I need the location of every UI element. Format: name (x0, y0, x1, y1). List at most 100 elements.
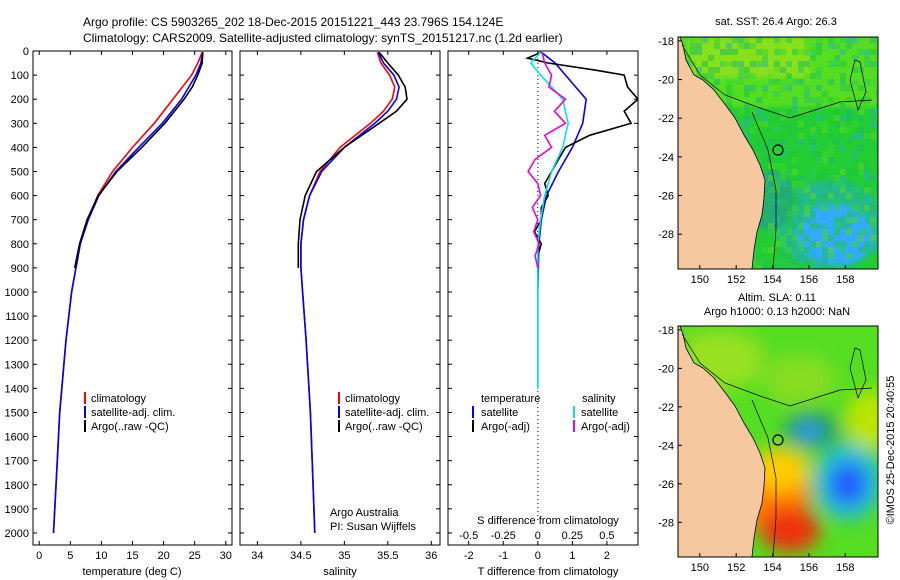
sst-noise-cell (750, 109, 756, 115)
sst-noise-cell (804, 187, 810, 193)
sst-noise-cell (774, 49, 780, 55)
sst-noise-cell (870, 109, 876, 115)
sst-noise-cell (774, 229, 780, 235)
map-y-tick-label: -26 (658, 479, 674, 491)
sst-noise-cell (828, 61, 834, 67)
sst-noise-cell (864, 205, 870, 211)
sst-noise-cell (876, 49, 878, 55)
x-tick-label: 34.5 (290, 550, 311, 562)
y-tick-label: 1600 (5, 432, 29, 444)
sst-noise-cell (750, 43, 756, 49)
sst-noise-cell (858, 163, 864, 169)
sst-noise-cell (876, 241, 878, 247)
sst-noise-cell (798, 109, 804, 115)
difference-xlabel: T difference from climatology (478, 566, 619, 578)
difference-series-line (524, 51, 638, 268)
sst-noise-cell (828, 181, 834, 187)
sst-noise-cell (834, 139, 840, 145)
sst-noise-cell (876, 85, 878, 91)
sst-noise-cell (816, 223, 822, 229)
temperature-series-line (52, 51, 203, 534)
sst-noise-cell (768, 199, 774, 205)
sst-noise-cell (744, 43, 750, 49)
sst-noise-cell (756, 121, 762, 127)
sst-noise-cell (780, 115, 786, 121)
sst-noise-cell (774, 175, 780, 181)
sst-noise-cell (858, 97, 864, 103)
sst-noise-cell (864, 199, 870, 205)
sst-noise-cell (762, 55, 768, 61)
sst-noise-cell (810, 211, 816, 217)
sst-noise-cell (858, 115, 864, 121)
sst-noise-cell (798, 133, 804, 139)
sst-noise-cell (690, 37, 696, 43)
sst-noise-cell (774, 241, 780, 247)
sst-noise-cell (834, 265, 840, 269)
sst-noise-cell (828, 145, 834, 151)
sst-noise-cell (714, 67, 720, 73)
map-x-tick-label: 150 (691, 274, 709, 286)
legend-t-title: temperature (481, 393, 540, 405)
sst-noise-cell (846, 139, 852, 145)
sla-map (678, 326, 878, 557)
sst-noise-cell (816, 157, 822, 163)
sst-noise-cell (768, 175, 774, 181)
sst-noise-cell (792, 109, 798, 115)
sst-noise-cell (762, 157, 768, 163)
sst-noise-cell (762, 103, 768, 109)
sst-noise-cell (744, 133, 750, 139)
sst-noise-cell (846, 127, 852, 133)
sst-noise-cell (726, 61, 732, 67)
sst-noise-cell (864, 169, 870, 175)
sst-noise-cell (810, 217, 816, 223)
sst-noise-cell (822, 97, 828, 103)
sst-noise-cell (726, 91, 732, 97)
x-tick-label: 10 (95, 550, 107, 562)
sst-noise-cell (864, 229, 870, 235)
sst-noise-cell (858, 109, 864, 115)
sst-noise-cell (738, 37, 744, 43)
s-tick-label: -0.5 (459, 530, 478, 542)
sst-noise-cell (870, 121, 876, 127)
sst-noise (678, 37, 878, 269)
sst-noise-cell (822, 193, 828, 199)
sst-noise-cell (852, 103, 858, 109)
map-y-tick-label: -18 (658, 36, 674, 48)
sst-noise-cell (780, 139, 786, 145)
sst-noise-cell (714, 37, 720, 43)
sla-contour-shelf (681, 333, 873, 407)
sst-noise-cell (840, 217, 846, 223)
sst-noise-cell (792, 157, 798, 163)
salinity-panel (239, 50, 441, 546)
y-tick-label: 100 (11, 70, 29, 82)
map-y-tick-label: -28 (658, 229, 674, 241)
sst-noise-cell (816, 115, 822, 121)
sst-noise-cell (726, 103, 732, 109)
sst-noise-cell (840, 115, 846, 121)
sst-noise-cell (852, 109, 858, 115)
sst-noise-cell (768, 223, 774, 229)
sst-noise-cell (852, 79, 858, 85)
sst-noise-cell (762, 115, 768, 121)
sst-reef (849, 59, 867, 112)
sst-noise-cell (822, 127, 828, 133)
sst-noise-cell (786, 253, 792, 259)
sst-noise-cell (792, 97, 798, 103)
sst-noise-cell (834, 181, 840, 187)
sst-noise-cell (792, 235, 798, 241)
sst-noise-cell (810, 241, 816, 247)
sst-noise-cell (792, 199, 798, 205)
sst-noise-cell (846, 217, 852, 223)
sst-noise-cell (840, 73, 846, 79)
sst-noise-cell (774, 79, 780, 85)
sst-noise-cell (804, 235, 810, 241)
sst-noise-cell (738, 43, 744, 49)
sst-noise-cell (834, 229, 840, 235)
sst-noise-cell (846, 43, 852, 49)
sst-noise-cell (804, 49, 810, 55)
salinity-series-line (300, 51, 400, 534)
sst-noise-cell (762, 235, 768, 241)
sst-noise-cell (774, 247, 780, 253)
map-x-tick-label: 150 (691, 562, 709, 574)
temperature-legend: climatology satellite-adj. clim. Argo(..… (84, 392, 175, 433)
